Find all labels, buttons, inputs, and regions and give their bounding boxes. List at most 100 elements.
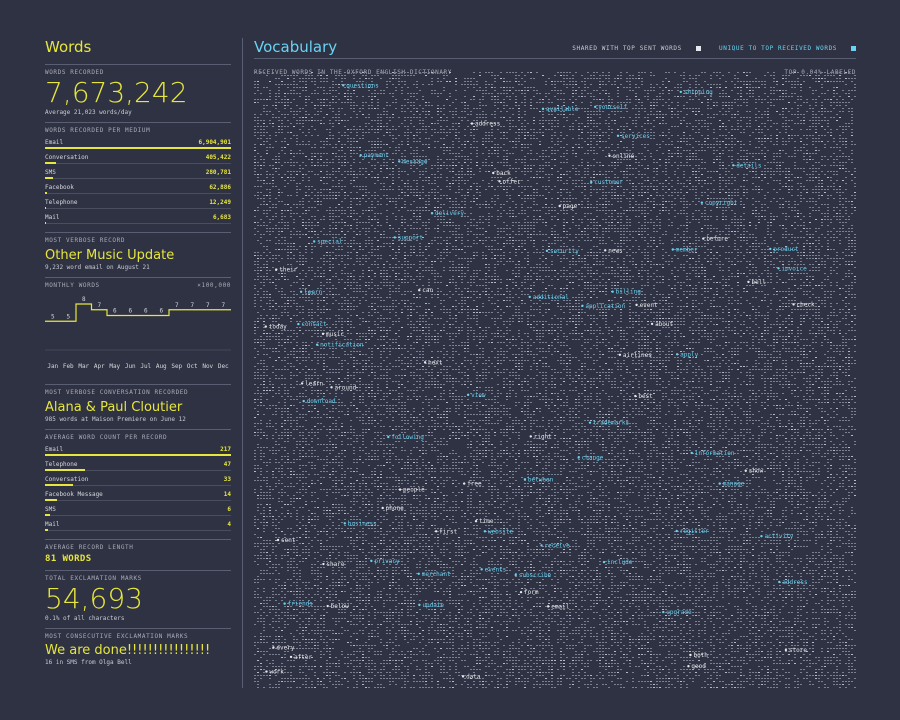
row-name: Email <box>45 139 64 146</box>
words-recorded-sub: Average 21,023 words/day <box>45 109 132 116</box>
vocab-unique-word-label: notification <box>320 342 364 349</box>
consec-value: We are done!!!!!!!!!!!!!!!! <box>45 643 211 658</box>
row-value: 280,781 <box>205 169 231 176</box>
vocab-shared-word-dot <box>618 353 622 356</box>
vocab-unique-word-label: member <box>676 246 698 253</box>
vocab-unique-word-dot <box>483 530 487 533</box>
vocab-shared-word-label: best <box>638 393 653 400</box>
vocab-unique-word-dot <box>577 456 580 459</box>
exclaim-label: TOTAL EXCLAMATION MARKS <box>45 575 142 582</box>
vocab-unique-word-label: invoice <box>781 265 807 272</box>
per-medium-list: Email 6,904,901 Conversation 405,422 SMS 280,… <box>45 136 231 226</box>
monthly-value-label: 6 <box>144 308 148 315</box>
vocab-shared-word-label: can <box>422 287 433 294</box>
vocab-shared-word-dot <box>272 646 275 649</box>
vocab-labeled-note: TOP 0.04% LABELED <box>784 69 856 76</box>
vocab-unique-word-label: subscribe <box>519 572 552 579</box>
vocab-unique-word-label: download <box>307 398 336 405</box>
vocab-shared-word-dot <box>547 605 550 608</box>
per-medium-row: Facebook 62,886 <box>45 181 231 196</box>
exclaim-value: 54,693 <box>45 582 143 615</box>
vocab-unique-word-label: details <box>736 162 762 169</box>
row-value: 217 <box>220 446 231 453</box>
vocab-unique-word-label: friends <box>288 601 314 608</box>
vocab-shared-word-label: airlines <box>623 352 652 359</box>
avg-count-row: SMS 6 <box>45 503 231 518</box>
vocab-unique-word-label: apply <box>680 351 698 358</box>
vocab-shared-word-label: form <box>524 589 539 596</box>
monthly-value-label: 6 <box>159 308 163 315</box>
vocab-unique-word-dot <box>297 322 300 326</box>
row-value: 405,422 <box>205 154 231 161</box>
vocab-shared-word-dot <box>474 520 478 523</box>
monthly-tick-label: Mar <box>78 363 89 370</box>
vocab-unique-word-dot <box>540 544 543 547</box>
vocab-shared-word-label: work <box>269 669 284 676</box>
vocab-unique-word-label: manage <box>723 481 745 488</box>
vocab-unique-word-label: questions <box>346 82 379 89</box>
vocab-unique-word-label: information <box>695 450 735 457</box>
row-bar <box>45 514 51 516</box>
vocab-unique-word-label: events <box>485 566 507 573</box>
vocab-shared-word-label: address <box>475 121 501 128</box>
avg-count-row: Mail 4 <box>45 518 231 533</box>
verbose-conv-sub: 985 words at Maison Premiere on June 12 <box>45 416 186 423</box>
vocab-unique-word-label: yourself <box>598 104 627 111</box>
row-value: 12,249 <box>209 199 231 206</box>
vocab-unique-word-dot <box>679 90 683 94</box>
vocab-unique-word-label: services <box>621 133 650 140</box>
row-line <box>45 515 231 516</box>
vocab-unique-word-dot <box>675 353 679 356</box>
vocab-shared-word-dot <box>747 280 750 284</box>
vocab-unique-word-dot <box>528 295 531 299</box>
vocab-unique-word-dot <box>675 529 678 533</box>
monthly-value-label: 7 <box>175 302 179 309</box>
vocab-shared-word-label: data <box>466 673 481 680</box>
row-line <box>45 500 231 501</box>
vocabulary-panel: Vocabulary SHARED WITH TOP SENT WORDS UN… <box>254 38 856 688</box>
monthly-value-label: 7 <box>221 302 225 309</box>
monthly-tick-label: Jun <box>125 363 136 370</box>
vocab-shared-word-label: offer <box>503 178 521 185</box>
row-bar <box>45 454 231 456</box>
monthly-value-label: 7 <box>190 302 194 309</box>
row-bar <box>45 469 86 471</box>
vocab-unique-word-label: privacy <box>374 558 400 565</box>
vocab-shared-word-dot <box>608 154 611 157</box>
vocab-unique-word-dot <box>662 610 665 614</box>
vocab-unique-word-dot <box>523 478 527 481</box>
vocab-shared-word-label: music <box>326 331 344 338</box>
vocab-unique-word-dot <box>342 84 345 87</box>
vocab-shared-word-label: before <box>706 236 728 243</box>
row-value: 6,683 <box>212 214 231 221</box>
avg-count-label: AVERAGE WORD COUNT PER RECORD <box>45 434 168 441</box>
vocab-shared-word-label: show <box>749 468 764 475</box>
monthly-tick-label: Oct <box>187 363 198 370</box>
vocab-unique-word-dot <box>611 290 614 293</box>
row-line <box>45 193 231 194</box>
vocab-unique-word-dot <box>588 421 592 424</box>
row-name: Email <box>45 446 64 453</box>
vocab-shared-word-label: right <box>534 433 552 440</box>
vocab-unique-word-dot <box>302 399 305 403</box>
vocab-unique-word-dot <box>417 572 420 575</box>
vocab-shared-word-label: page <box>563 203 578 210</box>
row-name: Mail <box>45 521 60 528</box>
vocab-shared-word-dot <box>322 562 325 566</box>
vocab-unique-word-label: learn <box>304 289 322 296</box>
vocab-unique-word-dot <box>778 580 781 584</box>
monthly-value-label: 6 <box>128 308 132 315</box>
monthly-unit: ×100,000 <box>197 282 231 289</box>
vocab-unique-word-label: message <box>402 158 428 165</box>
vocab-unique-word-label: billing <box>616 289 642 296</box>
vocab-shared-word-label: both <box>693 652 708 659</box>
vocab-unique-word-dot <box>769 247 772 251</box>
vocab-grid-label: RECEIVED WORDS IN THE OXFORD ENGLISH DIC… <box>254 69 452 76</box>
vocab-shared-word-label: email <box>551 603 569 610</box>
row-name: Mail <box>45 214 60 221</box>
vocab-shared-word-dot <box>687 665 690 668</box>
verbose-record-sub: 9,232 word email on August 21 <box>45 264 150 271</box>
vocab-unique-word-dot <box>466 393 470 397</box>
vocab-shared-word-dot <box>558 204 561 208</box>
row-name: Facebook Message <box>45 491 103 498</box>
